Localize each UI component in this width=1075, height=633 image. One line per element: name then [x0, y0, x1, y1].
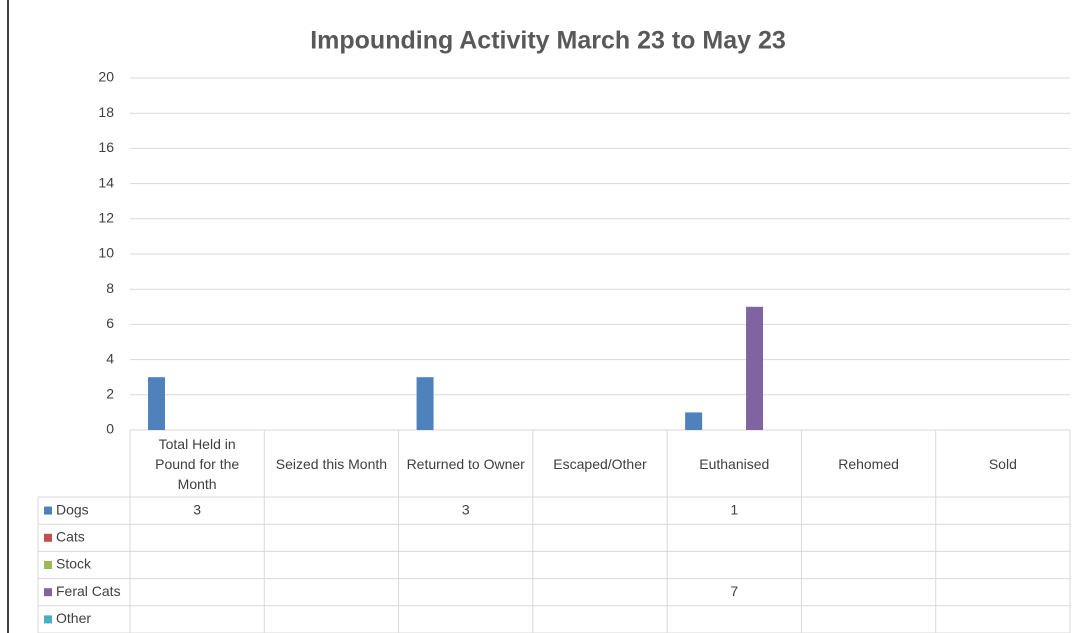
- legend-key: [44, 561, 52, 569]
- category-cell: Euthanised: [699, 455, 770, 472]
- legend-label: Dogs: [56, 501, 89, 517]
- legend-key: [44, 506, 52, 515]
- legend-label: Stock: [56, 556, 92, 572]
- category-cell: Seized this Month: [275, 455, 388, 472]
- bar: [416, 377, 434, 430]
- chart-title: Impounding Activity March 23 to May 23: [310, 27, 786, 55]
- y-tick-label: 16: [98, 139, 114, 155]
- y-tick-label: 20: [98, 69, 114, 85]
- x-tick-label: Euthanised: [699, 455, 770, 472]
- y-tick-label: 0: [106, 421, 114, 437]
- legend-key: [44, 533, 52, 542]
- y-tick-label: 12: [98, 210, 114, 226]
- bar: [746, 306, 764, 430]
- bar: [148, 377, 165, 430]
- x-tick-label: Seized this Month: [275, 455, 388, 472]
- legend-label: Cats: [56, 529, 85, 545]
- category-cell: Escaped/Other: [553, 455, 647, 472]
- table-value: 3: [462, 501, 470, 517]
- category-cell: Rehomed: [838, 455, 899, 472]
- category-cell: Returned to Owner: [406, 455, 525, 472]
- x-tick-label: Returned to Owner: [406, 455, 525, 472]
- y-tick-label: 18: [98, 104, 114, 120]
- table-value: 3: [193, 501, 201, 517]
- x-tick-label: Sold: [988, 455, 1017, 472]
- y-tick-label: 14: [98, 174, 114, 190]
- y-tick-label: 10: [98, 245, 114, 261]
- category-cell: Total Held in Pound for the Month: [155, 435, 240, 492]
- bar: [685, 412, 703, 430]
- legend-label: Other: [56, 610, 91, 626]
- table-value: 7: [730, 583, 738, 599]
- legend-label: Feral Cats: [56, 583, 121, 599]
- y-tick-label: 2: [106, 386, 114, 402]
- y-tick-label: 6: [106, 315, 114, 331]
- legend-key: [44, 615, 52, 624]
- table-value: 1: [730, 501, 738, 517]
- legend-key: [44, 588, 52, 597]
- x-tick-label: Rehomed: [838, 455, 899, 472]
- y-tick-label: 8: [106, 280, 114, 296]
- x-tick-label: Total Held in Pound for the Month: [155, 435, 240, 492]
- x-tick-label: Escaped/Other: [553, 455, 647, 472]
- category-cell: Sold: [988, 455, 1017, 472]
- y-tick-label: 4: [106, 350, 114, 366]
